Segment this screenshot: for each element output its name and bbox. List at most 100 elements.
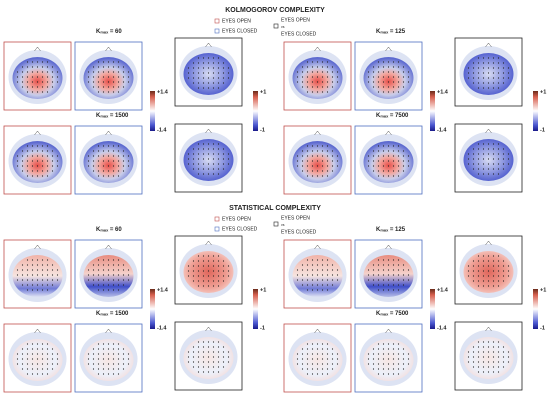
electrode [192,62,195,64]
electrode [382,170,385,172]
electrode [397,160,400,162]
legend-swatch [214,18,220,24]
electrode [26,264,29,266]
electrode [222,361,225,363]
k-label-part: max [100,114,109,119]
electrode [477,275,480,277]
electrode [41,353,44,355]
electrode [21,81,24,83]
electrode [372,368,375,370]
colorbar [430,91,435,131]
electrode [367,71,370,73]
electrode [392,91,395,93]
electrode [31,81,34,83]
electrode [331,160,334,162]
electrode [41,155,44,157]
electrode [97,259,100,261]
electrode [367,358,370,360]
electrode [497,366,500,368]
electrode [217,173,220,175]
electrode [207,341,210,343]
electrode [311,145,314,147]
electrode [372,165,375,167]
map [292,57,343,99]
electrode [222,158,225,160]
electrode [477,361,480,363]
electrode [397,145,400,147]
map [12,339,63,381]
electrode [487,265,490,267]
electrode [402,71,405,73]
electrode [387,284,390,286]
electrode [26,279,29,281]
electrode [306,66,309,68]
electrode [217,57,220,59]
electrode [492,371,495,373]
electrode [306,284,309,286]
electrode [467,77,470,79]
electrode [336,160,339,162]
electrode [477,255,480,257]
electrode [26,61,29,63]
electrode [97,353,100,355]
k-label-part: K [376,227,381,233]
nose [34,328,41,334]
electrode [477,168,480,170]
electrode [51,264,54,266]
electrode [377,289,380,291]
electrode [16,155,19,157]
electrode [202,77,205,79]
topomap [8,328,67,386]
topomap [459,128,518,186]
electrode [321,343,324,345]
electrode [397,175,400,177]
electrode [41,175,44,177]
electrode [56,274,59,276]
electrode [492,280,495,282]
electrode [102,76,105,78]
electrode [477,87,480,89]
electrode [377,348,380,350]
electrode [41,284,44,286]
electrode [26,145,29,147]
electrode [377,150,380,152]
electrode [212,173,215,175]
electrode [487,72,490,74]
electrode [112,363,115,365]
electrode [316,155,319,157]
electrode [41,76,44,78]
electrode [122,353,125,355]
electrode [382,81,385,83]
electrode [482,371,485,373]
electrode [117,368,120,370]
electrode [397,76,400,78]
electrode [31,373,34,375]
electrode [97,71,100,73]
electrode [487,158,490,160]
electrode [36,150,39,152]
electrode [326,71,329,73]
electrode [477,285,480,287]
electrode [122,279,125,281]
electrode [397,61,400,63]
electrode [222,153,225,155]
k-label: Kmax = 7500 [376,311,409,317]
electrode [192,163,195,165]
electrode [402,368,405,370]
electrode [21,284,24,286]
electrode [187,158,190,160]
electrode [21,170,24,172]
electrode [36,86,39,88]
electrode [477,260,480,262]
electrode [97,348,100,350]
electrode [331,368,334,370]
electrode [102,358,105,360]
electrode [392,373,395,375]
electrode [227,270,230,272]
electrode [46,368,49,370]
electrode [36,348,39,350]
electrode [122,155,125,157]
electrode [321,353,324,355]
nose [105,244,112,250]
electrode [202,341,205,343]
